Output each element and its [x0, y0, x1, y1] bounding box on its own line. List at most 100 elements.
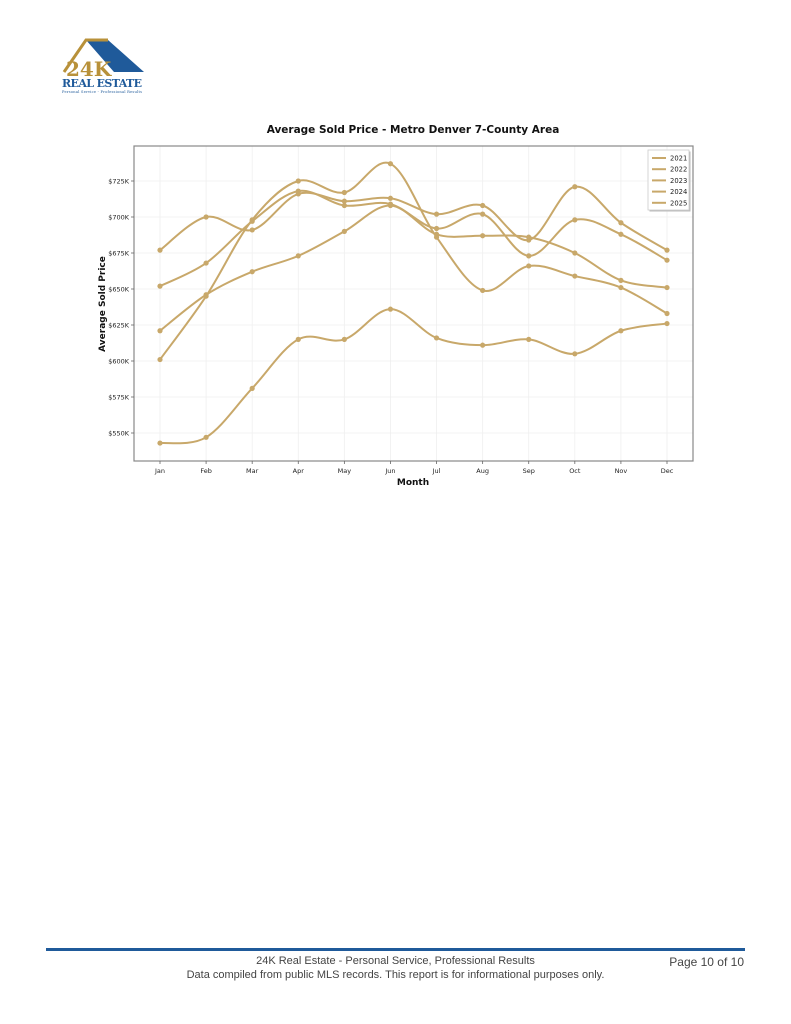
- data-point: [480, 202, 486, 209]
- data-point: [295, 253, 301, 259]
- data-point: [433, 225, 440, 232]
- data-point: [618, 231, 624, 237]
- svg-text:2023: 2023: [670, 177, 687, 185]
- data-point: [157, 328, 163, 334]
- data-point: [341, 189, 347, 196]
- x-tick-label: Jul: [432, 467, 441, 475]
- x-tick-label: Mar: [246, 467, 259, 475]
- data-point: [526, 253, 532, 259]
- svg-text:2021: 2021: [670, 155, 687, 163]
- data-point: [203, 293, 209, 299]
- legend-item-2021: 2021: [652, 155, 687, 163]
- data-point: [387, 306, 394, 312]
- series-2022: [157, 202, 670, 334]
- x-axis: Jan Feb Mar Apr May Jun Jul Aug Sep Oct Nov Dec: [154, 461, 674, 475]
- data-point: [618, 220, 624, 226]
- data-point: [526, 336, 532, 342]
- svg-text:REAL ESTATE: REAL ESTATE: [62, 77, 142, 90]
- svg-text:24K: 24K: [66, 57, 112, 81]
- data-point: [157, 283, 163, 289]
- legend-item-2023: 2023: [652, 177, 687, 185]
- data-point: [249, 227, 255, 233]
- x-tick-label: Aug: [476, 467, 489, 475]
- x-tick-label: May: [338, 467, 352, 475]
- data-point: [526, 237, 532, 243]
- y-tick-label: $675K: [108, 250, 130, 258]
- data-point: [618, 277, 624, 283]
- chart-legend: 2021 2022 2023 2024 2025: [647, 149, 691, 212]
- y-axis-label: Average Sold Price: [98, 256, 108, 352]
- y-tick-label: $600K: [108, 358, 130, 366]
- series-2021: [157, 306, 670, 446]
- data-point: [203, 260, 209, 266]
- x-axis-label: Month: [397, 478, 429, 488]
- data-point: [572, 273, 578, 279]
- data-point: [664, 310, 670, 317]
- data-point: [249, 385, 255, 391]
- x-tick-label: Jun: [384, 467, 395, 475]
- data-point: [341, 198, 347, 204]
- data-point: [387, 201, 394, 207]
- data-point: [341, 228, 347, 234]
- series-2025: [157, 184, 670, 253]
- data-point: [387, 195, 394, 201]
- data-point: [203, 434, 209, 440]
- y-tick-label: $575K: [108, 394, 130, 402]
- chart-title: Average Sold Price - Metro Denver 7-Coun…: [267, 124, 560, 136]
- data-point: [433, 211, 440, 217]
- y-axis: $550K $575K $600K $625K $650K $675K $700K $725K: [108, 178, 134, 438]
- y-tick-label: $625K: [108, 322, 130, 330]
- svg-text:2025: 2025: [670, 199, 687, 207]
- data-point: [572, 217, 578, 223]
- x-tick-label: Feb: [200, 467, 212, 475]
- series-2023: [157, 161, 670, 363]
- data-point: [203, 214, 209, 220]
- company-logo: 24K REAL ESTATE Personal Service - Profe…: [58, 38, 148, 96]
- data-point: [249, 269, 255, 275]
- data-point: [480, 233, 486, 239]
- data-point: [433, 335, 440, 341]
- data-point: [664, 247, 670, 253]
- data-point: [387, 161, 394, 167]
- data-point: [157, 247, 163, 253]
- plot-area-frame: [133, 145, 694, 462]
- footer-disclaimer: Data compiled from public MLS records. T…: [186, 969, 605, 981]
- series-2024: [157, 188, 670, 289]
- footer-tagline: 24K Real Estate - Personal Service, Prof…: [256, 955, 535, 967]
- data-point: [295, 191, 301, 197]
- data-point: [618, 328, 624, 334]
- svg-text:2022: 2022: [670, 166, 687, 174]
- data-point: [295, 178, 301, 184]
- x-tick-label: Oct: [569, 467, 581, 475]
- data-point: [664, 257, 670, 263]
- svg-text:Personal Service - Professiona: Personal Service - Professional Results: [62, 90, 142, 94]
- page-number: Page 10 of 10: [669, 955, 744, 969]
- house-roof-logo-icon: 24K REAL ESTATE Personal Service - Profe…: [62, 38, 144, 94]
- data-point: [341, 202, 347, 209]
- data-point: [480, 211, 486, 217]
- x-tick-label: Apr: [293, 467, 305, 475]
- legend-item-2025: 2025: [652, 199, 687, 207]
- data-point: [664, 320, 670, 327]
- data-point: [480, 287, 486, 294]
- y-tick-label: $725K: [108, 178, 130, 186]
- svg-text:2024: 2024: [670, 188, 687, 196]
- data-point: [433, 234, 440, 240]
- data-point: [618, 284, 624, 291]
- data-point: [480, 342, 486, 348]
- data-point: [572, 250, 578, 256]
- data-point: [526, 263, 532, 269]
- x-tick-label: Dec: [661, 467, 674, 475]
- y-tick-label: $700K: [108, 214, 130, 222]
- x-tick-label: Jan: [154, 467, 165, 475]
- data-point: [341, 336, 347, 342]
- y-tick-label: $550K: [108, 430, 130, 438]
- y-tick-label: $650K: [108, 286, 130, 294]
- x-tick-label: Nov: [615, 467, 628, 475]
- data-series: [157, 161, 670, 446]
- data-point: [572, 184, 578, 190]
- data-point: [295, 336, 301, 342]
- legend-item-2022: 2022: [652, 166, 687, 174]
- data-point: [249, 218, 255, 224]
- data-point: [572, 351, 578, 357]
